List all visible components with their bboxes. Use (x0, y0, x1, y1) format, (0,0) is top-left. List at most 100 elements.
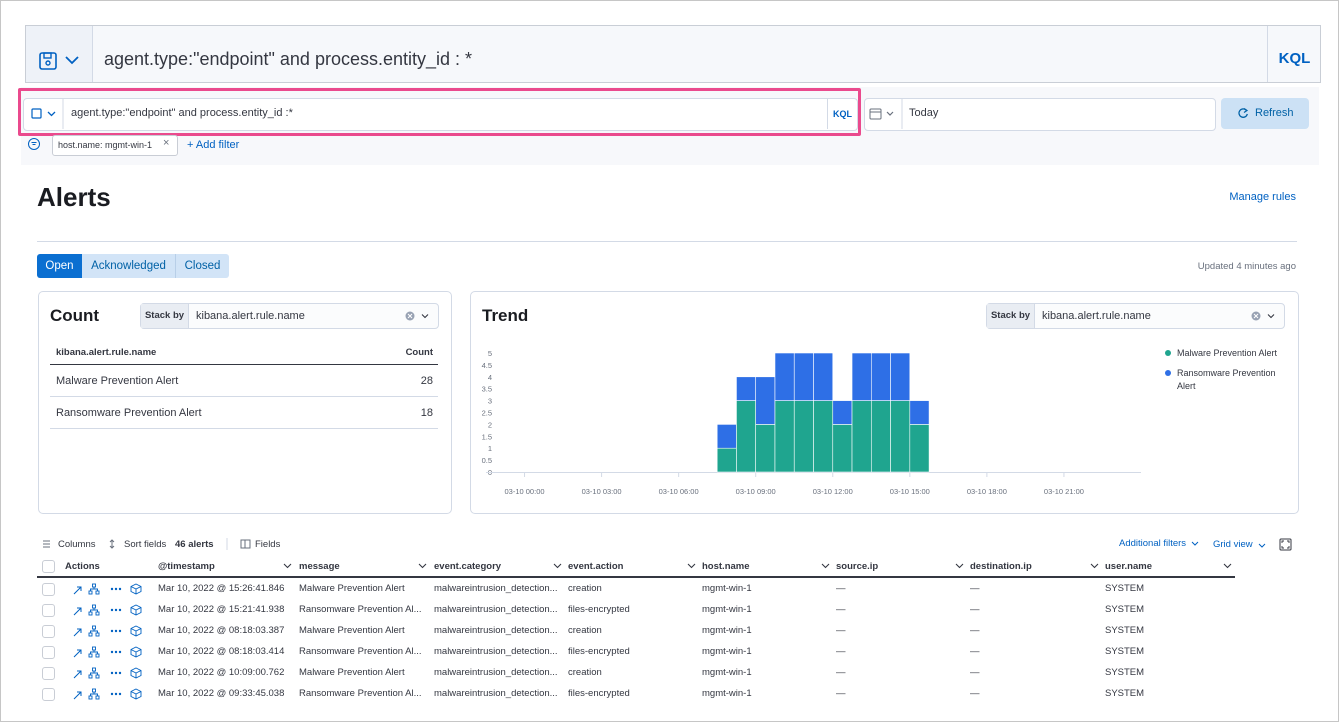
column-header[interactable]: destination.ip (970, 561, 1032, 572)
kql-zoom[interactable]: KQL (1267, 26, 1321, 82)
add-filter[interactable]: + Add filter (187, 139, 240, 151)
icon-part (110, 608, 114, 612)
row-actions[interactable] (67, 603, 147, 617)
icon-part (130, 688, 142, 700)
row-checkbox[interactable] (42, 688, 55, 701)
column-header[interactable]: user.name (1105, 561, 1152, 572)
row-action-icons[interactable] (67, 666, 147, 685)
column-header[interactable]: Actions (65, 561, 100, 572)
icon-part (114, 692, 118, 696)
row-actions[interactable] (67, 645, 147, 659)
row-checkbox[interactable] (42, 667, 55, 680)
stack-by-select[interactable] (986, 303, 1285, 329)
chevron (687, 563, 696, 569)
columns-button[interactable]: Columns (58, 539, 96, 550)
fields-button[interactable]: Fields (255, 539, 281, 550)
query-bar-zoom (25, 25, 1321, 83)
calendar-icon[interactable] (865, 99, 903, 129)
tab-open[interactable]: Open (37, 254, 82, 278)
row-actions[interactable] (67, 582, 147, 596)
row-divider (50, 364, 438, 365)
y-tick-label: 4 (488, 373, 492, 382)
manage-rules-link[interactable]: Manage rules (1229, 191, 1296, 203)
header-checkbox[interactable] (42, 560, 55, 573)
row-checkbox[interactable] (42, 604, 55, 617)
bar (716, 447, 737, 473)
row-action-icons[interactable] (67, 687, 147, 706)
cell: mgmt-win-1 (702, 667, 752, 678)
grid-view[interactable]: Grid view (1213, 539, 1253, 550)
select-controls[interactable] (1249, 309, 1281, 323)
save-icon[interactable] (24, 99, 64, 129)
icon-part (1191, 541, 1199, 546)
filter-pill[interactable] (52, 135, 178, 156)
sort-chevron[interactable] (955, 559, 964, 573)
refresh-label[interactable]: Refresh (1255, 107, 1294, 119)
stack-by-select[interactable] (140, 303, 439, 329)
kql-button[interactable]: KQL (827, 99, 857, 129)
y-tick-label: 0.5 (482, 456, 492, 465)
bar (870, 400, 891, 473)
cell: Mar 10, 2022 @ 08:18:03.414 (158, 646, 285, 657)
sort-chevron[interactable] (1223, 559, 1232, 573)
icon-part (90, 587, 98, 591)
y-tick-label: 3 (488, 397, 492, 406)
x-tick-label: 03-10 12:00 (813, 487, 853, 496)
column-header[interactable]: event.action (568, 561, 624, 572)
filter-icon[interactable] (27, 137, 41, 151)
cell: Malware Prevention Alert (299, 583, 405, 594)
cell: SYSTEM (1105, 688, 1145, 699)
row-actions[interactable] (67, 666, 147, 680)
x-tick-label: 03-10 03:00 (582, 487, 622, 496)
additional-filters[interactable]: Additional filters (1119, 538, 1187, 549)
column-header[interactable]: source.ip (836, 561, 879, 572)
stack-by-field[interactable]: kibana.alert.rule.name (1042, 310, 1151, 322)
row-checkbox[interactable] (42, 625, 55, 638)
save-query-button[interactable] (26, 26, 93, 82)
query-text-zoom[interactable]: agent.type:"endpoint" and process.entity… (104, 49, 473, 69)
icon-part (88, 695, 93, 700)
chevron (283, 563, 292, 569)
column-header[interactable]: host.name (702, 561, 750, 572)
row-action-icons[interactable] (67, 603, 147, 622)
row-actions[interactable] (67, 687, 147, 701)
column-header[interactable]: @timestamp (158, 561, 215, 572)
icon-part (31, 108, 42, 119)
column-header[interactable]: message (299, 561, 340, 572)
cell: mgmt-win-1 (702, 583, 752, 594)
row-checkbox[interactable] (42, 583, 55, 596)
filter-remove[interactable]: × (163, 137, 170, 149)
select-controls[interactable] (403, 309, 435, 323)
sort-chevron[interactable] (283, 559, 292, 573)
sort-button[interactable]: Sort fields (124, 539, 167, 550)
chevron (553, 563, 562, 569)
tab-closed[interactable]: Closed (176, 254, 229, 278)
column-header[interactable]: event.category (434, 561, 502, 572)
row-action-icons[interactable] (67, 582, 147, 601)
stack-by-field[interactable]: kibana.alert.rule.name (196, 310, 305, 322)
alert-count: 46 alerts (175, 539, 214, 550)
query-text[interactable]: agent.type:"endpoint" and process.entity… (71, 107, 293, 119)
row-checkbox[interactable] (42, 646, 55, 659)
refresh-button[interactable] (1221, 98, 1309, 129)
date-picker[interactable] (864, 98, 1216, 131)
icon-part (407, 313, 413, 319)
sort-chevron[interactable] (1090, 559, 1099, 573)
cell: files-encrypted (568, 646, 630, 657)
cell: Mar 10, 2022 @ 09:33:45.038 (158, 688, 285, 699)
row-actions[interactable] (67, 624, 147, 638)
x-tick-label: 03-10 00:00 (505, 487, 545, 496)
bar (736, 400, 757, 473)
sort-chevron[interactable] (418, 559, 427, 573)
cell: files-encrypted (568, 688, 630, 699)
sort-chevron[interactable] (553, 559, 562, 573)
tab-acknowledged[interactable]: Acknowledged (82, 254, 176, 278)
date-text[interactable]: Today (909, 107, 939, 119)
row-action-icons[interactable] (67, 624, 147, 643)
cell: — (970, 667, 980, 678)
toolbar-right-icons[interactable] (1191, 538, 1301, 552)
sort-chevron[interactable] (821, 559, 830, 573)
row-action-icons[interactable] (67, 645, 147, 664)
icon-part (109, 539, 115, 549)
sort-chevron[interactable] (687, 559, 696, 573)
